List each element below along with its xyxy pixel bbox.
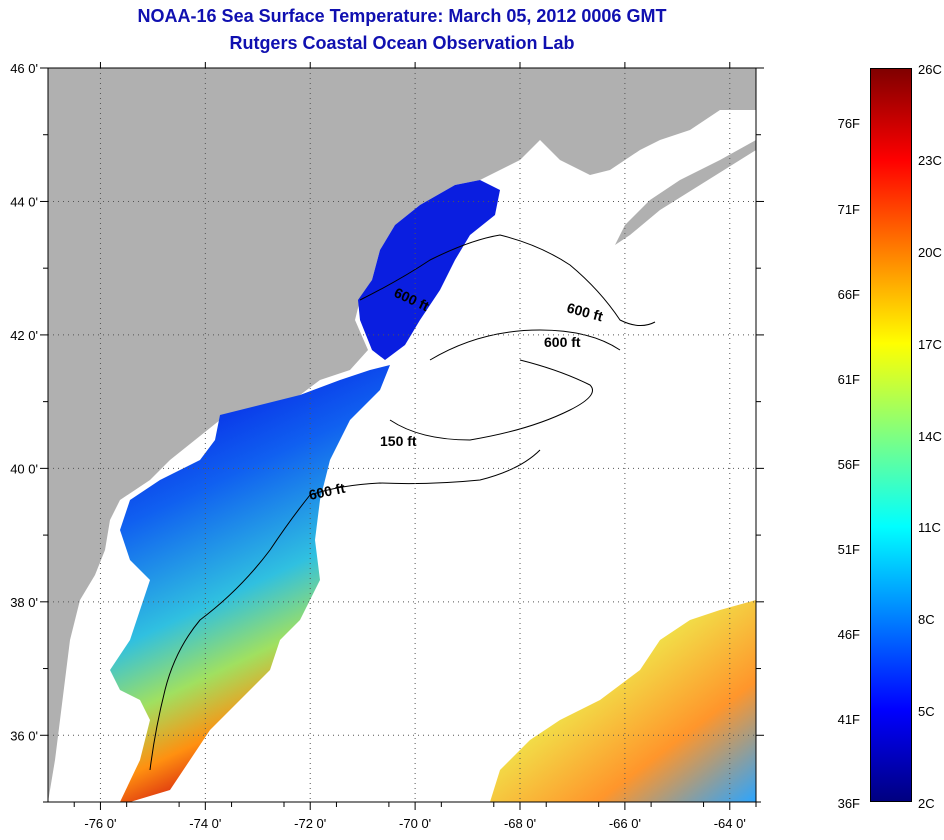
y-tick-label: 38 0' (10, 595, 38, 610)
x-tick-label: -64 0' (714, 816, 746, 831)
sst-mid-atlantic (110, 365, 390, 802)
temperature-colorbar (870, 68, 912, 802)
axis-ticks: -76 0' -74 0' -72 0' -70 0' -68 0' -66 0' -64 … (10, 61, 764, 831)
colorbar-celsius-label: 17C (918, 337, 942, 352)
x-tick-label: -68 0' (504, 816, 536, 831)
colorbar-celsius-label: 26C (918, 62, 942, 77)
isobath-600ft-northern (359, 234, 656, 326)
y-tick-label: 42 0' (10, 328, 38, 343)
sst-offshore-southeast (490, 600, 756, 802)
colorbar-fahrenheit-label: 41F (837, 712, 860, 727)
colorbar-fahrenheit-label: 46F (837, 627, 860, 642)
isobath-600ft-shelf (309, 449, 541, 496)
isobath-600ft-georges (429, 329, 621, 361)
colorbar-celsius-label: 11C (918, 520, 941, 535)
colorbar-fahrenheit-label: 61F (837, 372, 860, 387)
chart-title: NOAA-16 Sea Surface Temperature: March 0… (137, 6, 667, 26)
x-tick-label: -72 0' (294, 816, 326, 831)
colorbar-fahrenheit-label: 56F (837, 457, 860, 472)
y-tick-label: 44 0' (10, 194, 38, 209)
colorbar-fahrenheit-label: 71F (837, 202, 860, 217)
lat-lon-grid (48, 68, 756, 802)
contour-label: 600 ft (544, 334, 581, 350)
colorbar-fahrenheit-label: 51F (837, 542, 860, 557)
x-tick-label: -76 0' (84, 816, 116, 831)
colorbar-celsius-label: 5C (918, 704, 935, 719)
colorbar-fahrenheit-label: 76F (837, 116, 860, 131)
colorbar-celsius-label: 23C (918, 153, 942, 168)
x-tick-label: -70 0' (399, 816, 431, 831)
colorbar-celsius-label: 14C (918, 429, 942, 444)
y-tick-label: 40 0' (10, 461, 38, 476)
sst-gulf-of-maine (358, 180, 500, 360)
x-tick-label: -66 0' (609, 816, 641, 831)
isobath-shelf-south (149, 494, 311, 771)
y-tick-label: 46 0' (10, 61, 38, 76)
y-tick-label: 36 0' (10, 728, 38, 743)
colorbar-celsius-label: 8C (918, 612, 935, 627)
chart-subtitle: Rutgers Coastal Ocean Observation Lab (229, 33, 575, 53)
colorbar-celsius-label: 2C (918, 796, 935, 811)
contour-label: 150 ft (380, 433, 417, 449)
colorbar-fahrenheit-label: 66F (837, 287, 860, 302)
land-nova-scotia (615, 140, 756, 245)
map-frame (47, 67, 757, 803)
land-us-coast (48, 68, 756, 802)
colorbar-celsius-label: 20C (918, 245, 942, 260)
colorbar-fahrenheit-label: 36F (837, 796, 860, 811)
isobath-150ft (389, 359, 593, 441)
contour-label: 600 ft (307, 480, 346, 503)
x-tick-label: -74 0' (189, 816, 221, 831)
